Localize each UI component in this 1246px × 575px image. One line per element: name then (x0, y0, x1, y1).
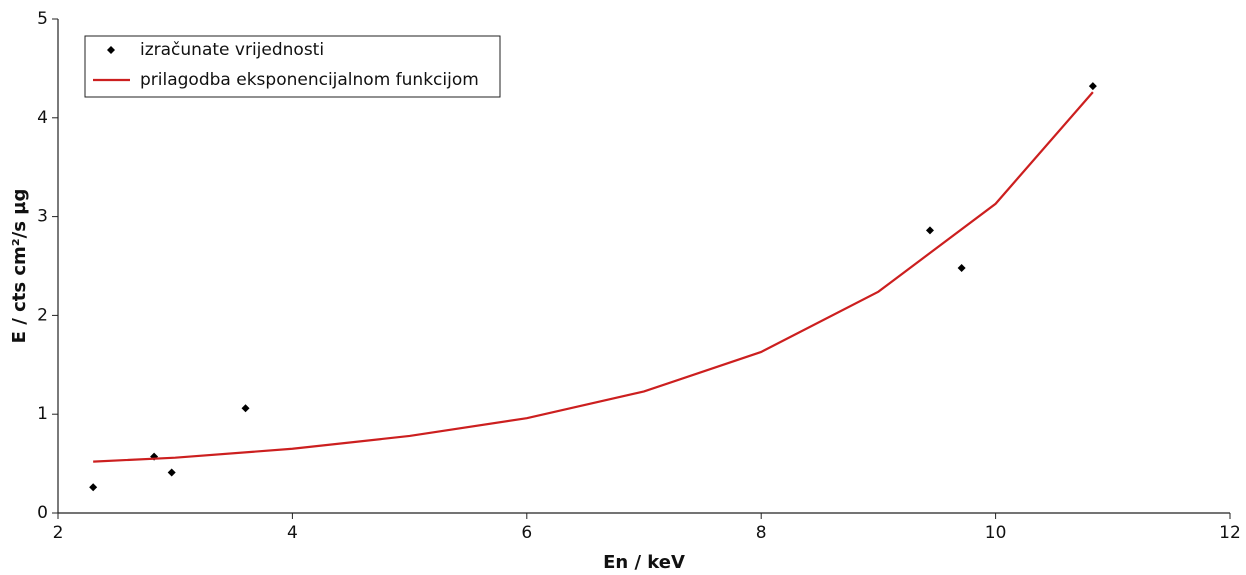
data-point (241, 404, 250, 413)
x-tick-label: 2 (53, 523, 64, 543)
y-tick-label: 5 (37, 9, 48, 29)
legend-box (84, 35, 501, 98)
y-tick-label: 0 (37, 503, 48, 523)
data-point (1088, 82, 1097, 91)
x-tick-label: 4 (287, 523, 298, 543)
legend-marker (107, 46, 115, 54)
x-tick-label: 6 (521, 523, 532, 543)
y-tick-label: 2 (37, 305, 48, 325)
x-axis-label: En / keV (603, 552, 685, 573)
legend-label: izračunate vrijednosti (140, 40, 324, 60)
data-point (957, 263, 966, 272)
y-axis-label: E / cts cm²/s µg (9, 189, 30, 344)
y-tick-label: 1 (37, 404, 48, 424)
legend-label: prilagodba eksponencijalnom funkcijom (140, 70, 479, 90)
data-point (89, 483, 98, 492)
x-tick-label: 10 (985, 523, 1007, 543)
data-point (167, 468, 176, 477)
y-tick-label: 4 (37, 108, 48, 128)
data-point (925, 226, 934, 235)
y-tick-label: 3 (37, 207, 48, 227)
fit-line (93, 91, 1094, 463)
x-tick-label: 8 (756, 523, 767, 543)
x-tick-label: 12 (1219, 523, 1241, 543)
